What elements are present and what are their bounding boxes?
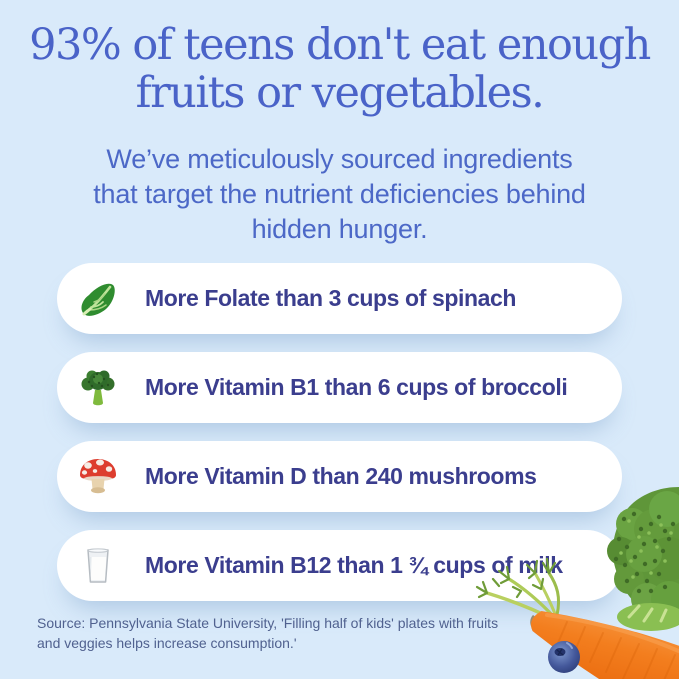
blueberry-photo	[548, 641, 580, 673]
milk-glass-icon	[87, 547, 109, 583]
page-subtitle: We’ve meticulously sourced ingredients t…	[0, 142, 679, 247]
broccoli-icon	[81, 370, 115, 405]
page-title-line-2: fruits or vegetables.	[135, 68, 545, 118]
benefit-card-label: More Vitamin D than 240 mushrooms	[145, 463, 537, 489]
page-title: 93% of teens don't eat enough fruits or …	[0, 21, 679, 117]
benefit-card-label: More Vitamin B12 than 1 ¾ cups of milk	[145, 552, 563, 578]
mushroom-icon	[80, 458, 116, 493]
source-citation-line-1: Source: Pennsylvania State University, '…	[37, 615, 499, 631]
page-title-line-1: 93% of teens don't eat enough	[29, 20, 651, 70]
leafy-green-icon	[81, 283, 115, 316]
carrot-greens	[475, 557, 561, 621]
page-subtitle-line-3: hidden hunger.	[251, 214, 428, 244]
source-citation-line-2: and veggies helps increase consumption.'	[37, 634, 297, 651]
source-citation: Source: Pennsylvania State University, '…	[37, 614, 498, 653]
benefit-card-broccoli: More Vitamin B1 than 6 cups of broccoli	[57, 352, 622, 423]
benefit-card-label: More Folate than 3 cups of spinach	[145, 285, 517, 311]
benefit-card-mushroom: More Vitamin D than 240 mushrooms	[57, 441, 622, 512]
benefit-card-label: More Vitamin B1 than 6 cups of broccoli	[145, 374, 568, 400]
benefit-card-spinach: More Folate than 3 cups of spinach	[57, 263, 622, 334]
page-subtitle-line-2: that target the nutrient deficiencies be…	[93, 179, 586, 209]
produce-decoration	[475, 487, 679, 679]
page-subtitle-line-1: We’ve meticulously sourced ingredients	[106, 144, 573, 174]
broccoli-photo	[607, 487, 679, 631]
carrot-photo	[530, 611, 679, 679]
